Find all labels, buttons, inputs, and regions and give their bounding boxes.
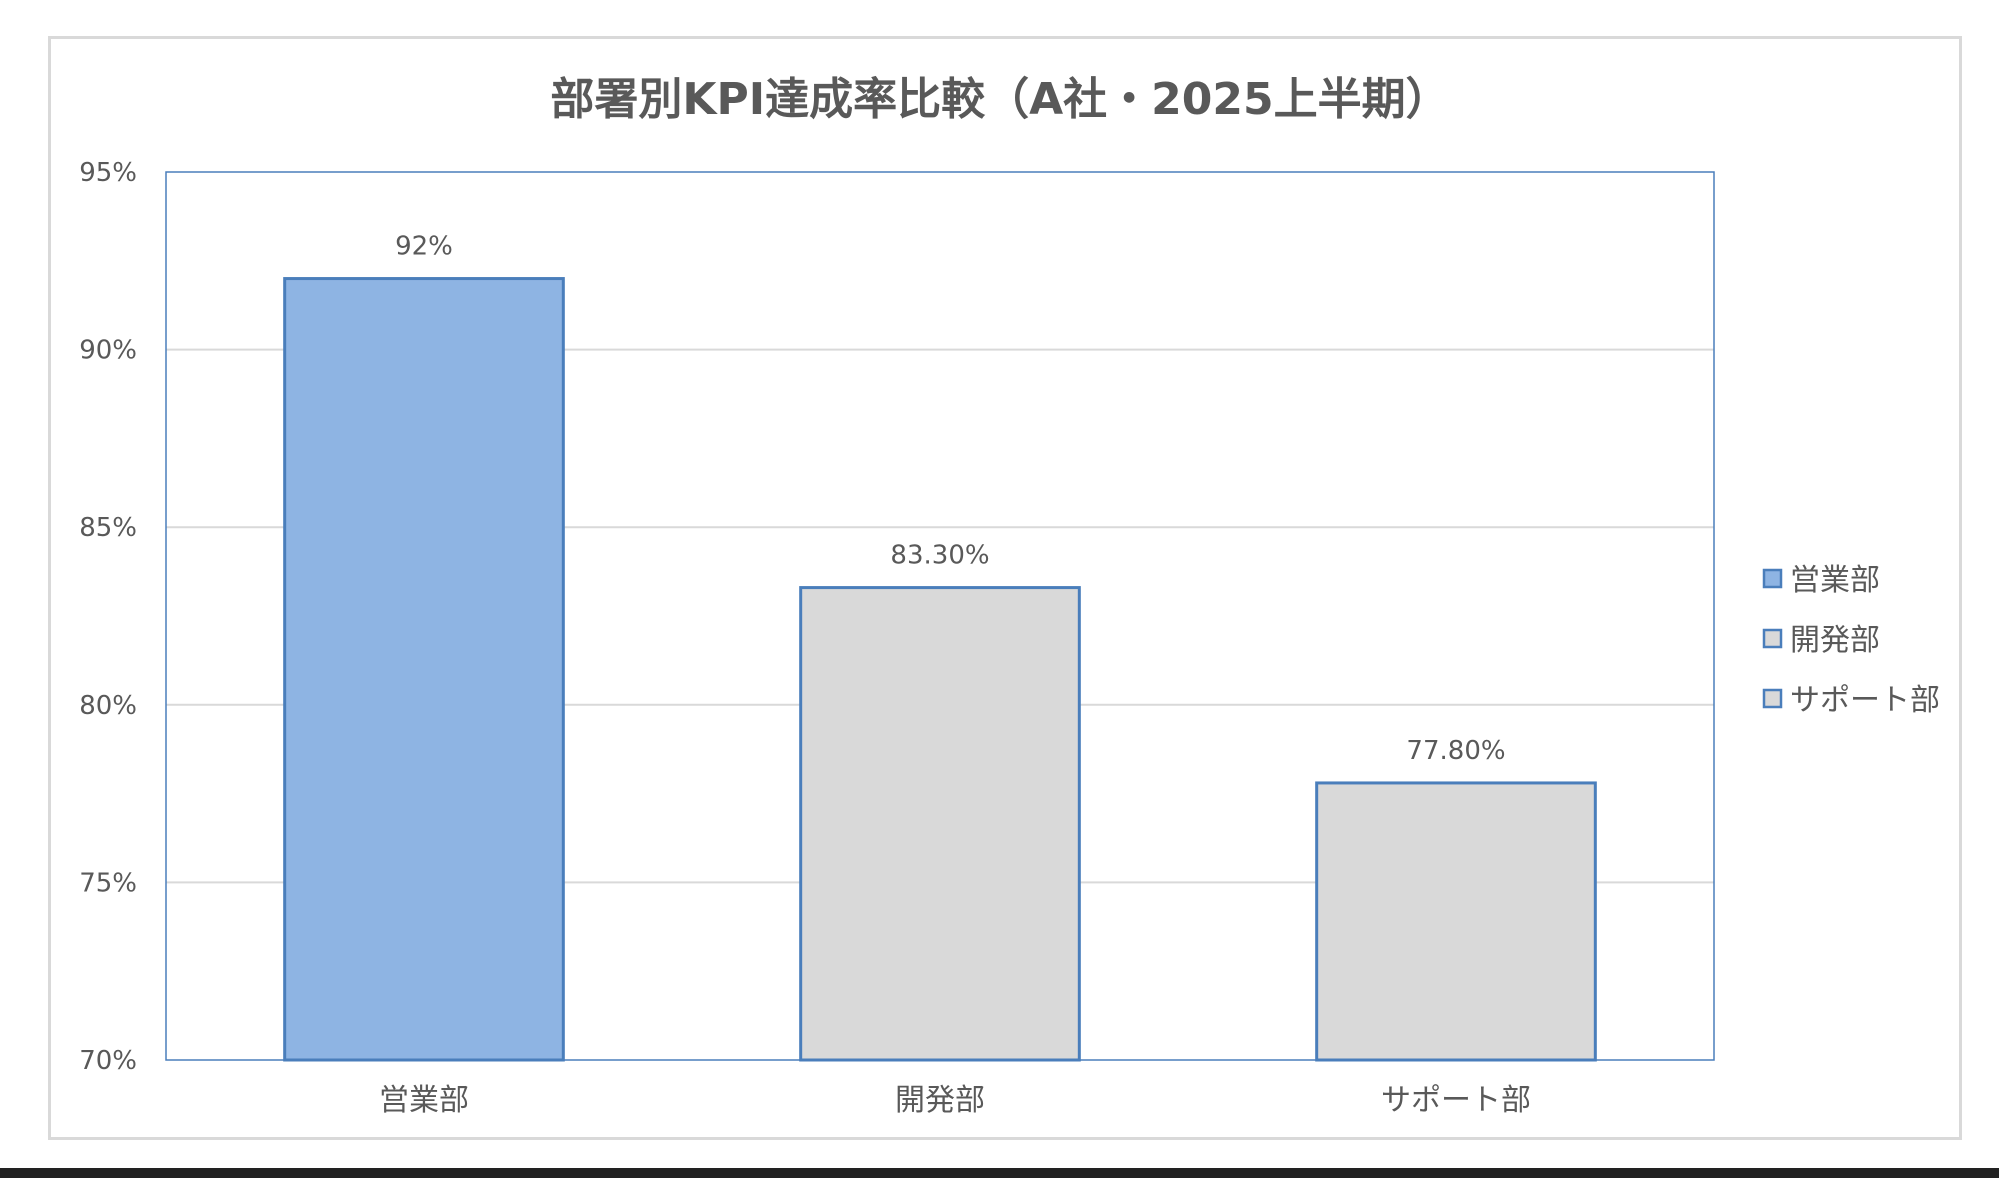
y-tick-label: 75% (79, 868, 137, 898)
legend-swatch (1762, 688, 1783, 709)
y-tick-label: 95% (79, 158, 137, 188)
bar (799, 586, 1081, 1062)
bottom-edge (0, 1168, 1999, 1178)
bar (1315, 781, 1597, 1062)
data-labels: 92% 83.30% 77.80% (395, 232, 1505, 766)
x-axis-labels: 営業部 開発部 サポート部 (379, 1083, 1531, 1118)
legend-label: 開発部 (1790, 623, 1880, 658)
x-tick-label: 営業部 (379, 1083, 469, 1118)
x-tick-label: 開発部 (895, 1083, 985, 1118)
y-tick-label: 85% (79, 513, 137, 543)
y-tick-label: 90% (79, 336, 137, 366)
y-axis-ticks: 70% 75% 80% 85% 90% 95% (79, 158, 137, 1076)
bar (283, 277, 565, 1062)
legend-swatch (1762, 628, 1783, 649)
data-label: 77.80% (1406, 736, 1505, 766)
y-tick-label: 80% (79, 691, 137, 721)
legend-swatch (1762, 568, 1783, 589)
chart-title: 部署別KPI達成率比較（A社・2025上半期） (550, 74, 1449, 125)
data-label: 83.30% (890, 541, 989, 571)
legend-label: サポート部 (1790, 683, 1940, 718)
legend-label: 営業部 (1790, 563, 1880, 598)
data-label: 92% (395, 232, 453, 262)
bars (283, 277, 1597, 1062)
x-tick-label: サポート部 (1381, 1083, 1531, 1118)
plot-area-border (165, 171, 1715, 1061)
y-tick-label: 70% (79, 1046, 137, 1076)
